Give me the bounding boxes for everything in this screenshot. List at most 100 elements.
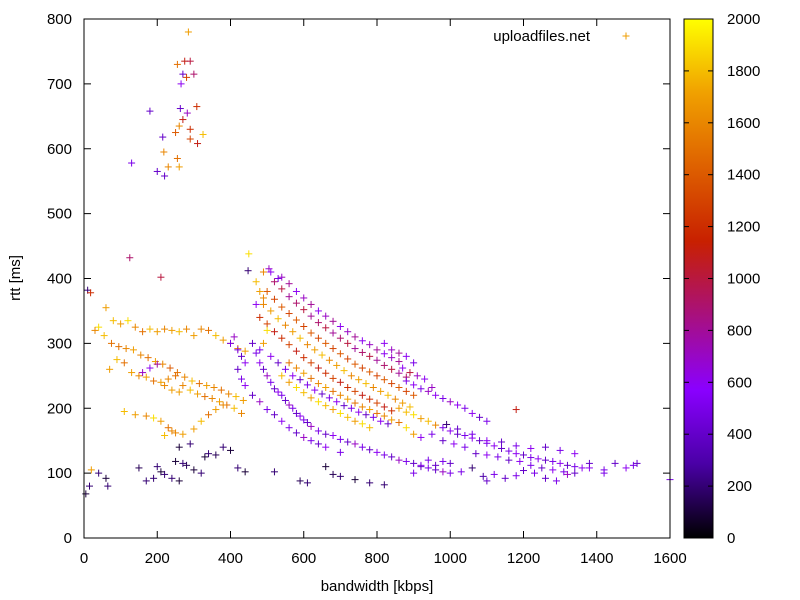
data-point	[252, 278, 260, 286]
data-point	[281, 396, 289, 404]
data-point	[300, 416, 308, 424]
data-point	[296, 477, 304, 485]
data-point	[391, 395, 399, 403]
data-point	[248, 339, 256, 347]
data-point	[216, 398, 224, 406]
data-point	[516, 457, 524, 465]
data-point	[578, 464, 586, 472]
data-point	[329, 431, 337, 439]
data-point	[201, 453, 209, 461]
data-point	[135, 372, 143, 380]
plot-frame	[83, 18, 671, 539]
data-point	[227, 339, 234, 347]
data-point	[300, 433, 308, 441]
data-point	[179, 70, 187, 78]
data-point	[498, 444, 506, 452]
data-point	[168, 386, 176, 394]
data-point	[439, 437, 447, 445]
data-point	[571, 450, 579, 458]
data-point	[175, 388, 183, 396]
data-point	[267, 307, 275, 315]
data-point	[150, 414, 158, 422]
data-point	[285, 310, 293, 318]
data-point	[244, 267, 252, 275]
data-point	[135, 464, 143, 472]
data-point	[217, 386, 225, 394]
data-point	[388, 416, 396, 424]
data-point	[325, 394, 333, 402]
x-tick-label: 800	[364, 550, 389, 567]
data-point	[366, 368, 374, 376]
data-point	[173, 154, 181, 162]
data-point	[230, 333, 238, 341]
data-point	[300, 354, 308, 362]
data-point	[292, 409, 300, 417]
data-point	[322, 339, 330, 347]
data-point	[380, 361, 388, 369]
data-point	[285, 359, 293, 367]
data-point	[366, 479, 374, 487]
data-point	[322, 430, 330, 438]
data-point	[446, 398, 454, 406]
data-point	[157, 378, 165, 386]
data-point	[351, 476, 359, 484]
data-point	[259, 268, 267, 276]
data-point	[219, 401, 227, 409]
data-point	[259, 339, 267, 347]
x-tick-label: 600	[291, 550, 316, 567]
data-point	[126, 254, 134, 262]
data-point	[314, 427, 322, 435]
data-point	[410, 411, 418, 419]
data-point	[314, 319, 322, 327]
data-point	[366, 395, 374, 403]
data-point	[161, 470, 169, 478]
y-tick-label: 100	[47, 465, 72, 482]
data-point	[188, 377, 196, 385]
data-point	[303, 341, 311, 349]
data-point	[175, 328, 183, 336]
data-point	[172, 457, 180, 465]
data-point	[373, 448, 381, 456]
data-point	[633, 459, 641, 467]
data-point	[358, 403, 366, 411]
data-point	[351, 417, 359, 425]
y-tick-label: 300	[47, 335, 72, 352]
data-point	[146, 107, 154, 115]
y-tick-label: 0	[64, 530, 72, 547]
data-point	[87, 466, 95, 474]
data-point	[281, 321, 289, 329]
data-point	[395, 369, 403, 377]
data-point	[205, 326, 213, 334]
data-point	[483, 451, 491, 459]
data-point	[239, 396, 247, 404]
x-axis: 0 200 400 600 800 1000 1200 1400 1600	[80, 19, 687, 567]
data-point	[443, 420, 451, 428]
data-point	[303, 381, 311, 389]
data-point	[183, 109, 191, 117]
data-point	[270, 328, 278, 336]
data-point	[479, 472, 487, 480]
data-point	[549, 466, 557, 474]
data-point	[300, 369, 308, 377]
colorbar-tick-label: 1000	[727, 271, 760, 288]
data-point	[417, 433, 425, 441]
data-point	[461, 431, 469, 439]
data-point	[395, 456, 403, 464]
data-point	[289, 372, 297, 380]
data-point	[122, 345, 130, 353]
data-point	[146, 325, 154, 333]
data-point	[197, 469, 205, 477]
data-point	[380, 376, 388, 384]
data-point	[205, 411, 213, 419]
data-point	[139, 328, 147, 336]
data-point	[344, 395, 352, 403]
data-point	[186, 386, 194, 394]
data-point	[263, 326, 271, 334]
data-point	[153, 360, 161, 368]
y-tick-label: 600	[47, 141, 72, 158]
data-point	[115, 343, 123, 351]
data-point	[256, 346, 264, 354]
data-point	[527, 461, 535, 469]
data-point	[571, 463, 579, 471]
data-point	[358, 391, 366, 399]
